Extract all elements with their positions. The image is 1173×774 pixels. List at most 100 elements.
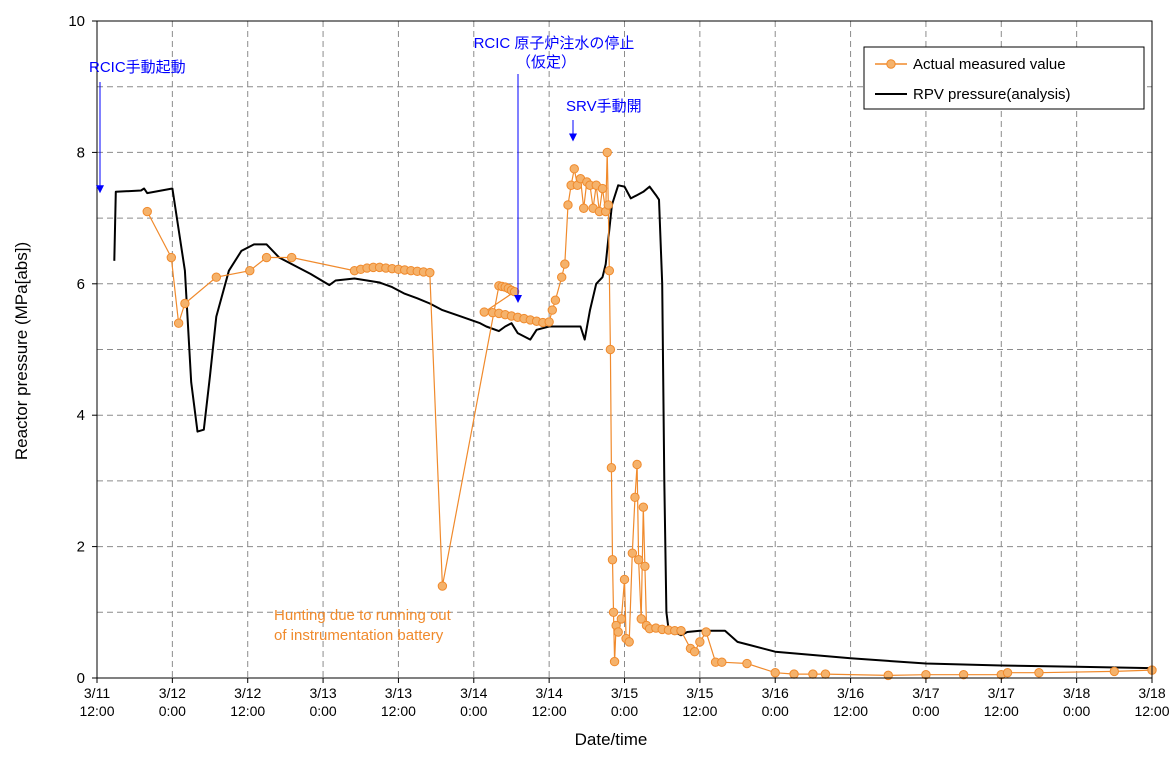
data-point-measured (166, 252, 177, 263)
data-point-measured (563, 200, 573, 210)
data-point-measured (676, 625, 686, 636)
data-point-measured (142, 206, 152, 217)
x-tick-label-date: 3/12 (234, 685, 261, 701)
data-point-measured (550, 295, 561, 305)
annotation-rcic-stop-line2: （仮定） (516, 54, 576, 71)
data-point-measured (616, 614, 627, 624)
data-point-measured (789, 669, 799, 679)
data-point-measured (717, 657, 727, 667)
y-tick-label: 6 (77, 276, 85, 293)
data-point-measured (632, 459, 642, 470)
x-tick-label-date: 3/11 (84, 685, 110, 701)
annotation-rcic-stop-line1: RCIC 原子炉注水の停止 (474, 35, 635, 52)
data-point-measured (1002, 668, 1013, 678)
data-point-measured (883, 670, 893, 681)
x-tick-label-time: 0:00 (1063, 703, 1090, 719)
data-point-measured (624, 637, 634, 647)
x-tick-label-time: 12:00 (1134, 703, 1169, 719)
y-axis-label: Reactor pressure (MPa[abs]) (12, 242, 31, 460)
x-tick-label-time: 0:00 (762, 703, 789, 719)
data-point-measured (695, 637, 705, 647)
data-point-measured (1109, 666, 1120, 677)
data-point-measured (638, 502, 649, 512)
x-tick-label-time: 12:00 (532, 703, 567, 719)
x-tick-label-time: 0:00 (309, 703, 336, 719)
data-point-measured (180, 298, 190, 309)
annotation-srv-open: SRV手動開 (566, 98, 642, 115)
series-measured (142, 147, 1157, 681)
x-tick-label-time: 12:00 (230, 703, 265, 719)
x-tick-label-date: 3/14 (460, 685, 487, 701)
data-point-measured (609, 656, 620, 667)
x-axis-label: Date/time (575, 730, 648, 749)
annotation-rcic-stop-arrow-head (514, 294, 522, 303)
data-point-measured (608, 607, 619, 617)
x-tick-label-time: 12:00 (833, 703, 868, 719)
y-tick-label: 0 (77, 670, 85, 687)
data-point-measured (560, 259, 570, 269)
x-tick-label-time: 0:00 (159, 703, 186, 719)
data-point-measured (437, 581, 448, 591)
data-point-measured (636, 614, 646, 624)
data-point-measured (547, 305, 557, 315)
data-point-measured (603, 200, 613, 210)
data-point-measured (607, 555, 618, 565)
annotation-hunting-line1: Hunting due to running out (274, 607, 452, 624)
x-tick-label-time: 12:00 (984, 703, 1019, 719)
y-tick-label: 8 (77, 144, 85, 161)
data-point-measured (1034, 668, 1044, 678)
data-point-measured (245, 265, 255, 276)
x-tick-label-date: 3/17 (912, 685, 939, 701)
y-tick-label: 4 (77, 407, 85, 424)
x-tick-label-time: 0:00 (611, 703, 638, 719)
legend-label-measured: Actual measured value (913, 56, 1066, 73)
x-tick-label-date: 3/15 (611, 685, 638, 701)
x-tick-label-date: 3/13 (309, 685, 336, 701)
annotation-rcic-start: RCIC手動起動 (89, 59, 186, 76)
data-point-measured (569, 164, 579, 174)
data-point-measured (173, 318, 184, 328)
data-point-measured (544, 317, 554, 327)
x-tick-label-date: 3/14 (536, 685, 563, 701)
axes: 3/11 12:00 3/12 0:00 3/12 12:00 3/13 0:00 3/13 12… (68, 13, 1169, 719)
data-point-measured (820, 669, 831, 679)
data-point-measured (808, 669, 818, 679)
legend: Actual measured value RPV pressure(analy… (863, 46, 1145, 110)
data-point-measured (604, 265, 615, 276)
annotation-rcic-start-arrow-head (96, 185, 104, 194)
x-tick-label-time: 0:00 (912, 703, 939, 719)
y-tick-label: 2 (77, 539, 85, 556)
data-point-measured (557, 272, 567, 282)
data-point-measured (627, 548, 638, 558)
data-point-measured (958, 670, 969, 680)
data-point-measured (640, 561, 650, 572)
annotation-srv-open-arrow-head (569, 133, 577, 142)
data-point-measured (606, 463, 617, 473)
legend-swatch-measured-marker (886, 59, 896, 69)
x-tick-label-date: 3/16 (837, 685, 864, 701)
data-point-measured (425, 267, 435, 278)
data-point-measured (578, 203, 589, 213)
data-point-measured (597, 183, 608, 194)
x-tick-label-date: 3/18 (1138, 685, 1165, 701)
plot-area-frame (96, 20, 1153, 679)
x-tick-label-date: 3/12 (159, 685, 186, 701)
data-point-measured (479, 307, 489, 317)
data-point-measured (211, 272, 222, 282)
y-tick-label: 10 (68, 13, 85, 30)
data-point-measured (613, 627, 623, 637)
legend-label-analysis: RPV pressure(analysis) (913, 86, 1071, 103)
x-tick-label-time: 0:00 (460, 703, 487, 719)
x-tick-label-date: 3/15 (686, 685, 713, 701)
x-tick-label-time: 12:00 (682, 703, 717, 719)
data-point-measured (633, 555, 644, 565)
annotations: RCIC手動起動 RCIC 原子炉注水の停止 （仮定） SRV手動開 Hunting d… (89, 35, 642, 644)
x-tick-label-date: 3/17 (988, 685, 1015, 701)
legend-box (863, 46, 1145, 110)
annotation-hunting-line2: of instrumentation battery (274, 627, 444, 644)
grid (97, 21, 1152, 678)
data-point-measured (742, 658, 752, 669)
